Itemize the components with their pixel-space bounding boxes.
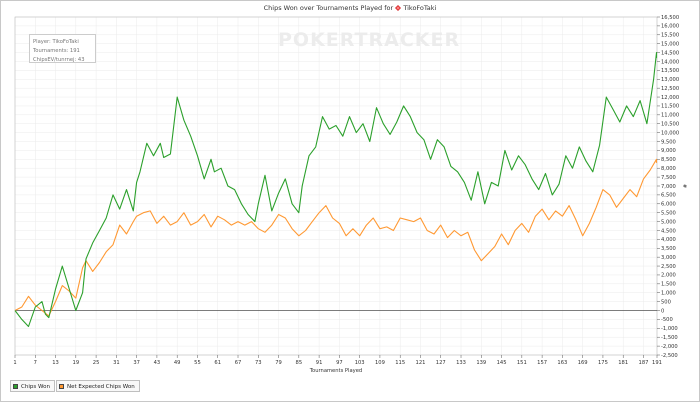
x-tick-label: 103 (355, 360, 365, 366)
y-tick-label: 16,000 (661, 24, 679, 30)
info-tournaments: Tournaments: 191 (33, 48, 80, 54)
x-axis-label: Tournaments Played (309, 368, 362, 374)
x-tick-label: 187 (639, 360, 649, 366)
y-tick-label: 12,000 (661, 95, 679, 101)
y-tick-label: 11,000 (661, 113, 679, 119)
x-tick-label: 115 (395, 360, 405, 366)
x-tick-label: 7 (34, 360, 37, 366)
y-tick-label: 2,500 (661, 264, 676, 270)
series-line-net-expected (14, 158, 658, 317)
x-tick-label: 175 (598, 360, 608, 366)
x-tick-label: 25 (93, 360, 100, 366)
y-tick-label: -1,500 (661, 335, 678, 341)
x-tick-label: 85 (296, 360, 303, 366)
y-tick-label: 13,500 (661, 68, 679, 74)
y-tick-label: 6,500 (661, 193, 676, 199)
y-tick-label: 10,500 (661, 122, 679, 128)
x-tick-label: 37 (133, 360, 140, 366)
y-axis-label: # (681, 184, 687, 188)
x-tick-labels: 1 7 13 19 25 31 37 43 49 55 61 67 73 79 85 91 97 103 109 11… (13, 360, 662, 366)
y-tick-label: 14,000 (661, 59, 679, 65)
y-tick-label: 1,000 (661, 291, 676, 297)
pokertracker-watermark: POKERTRACKER (278, 29, 461, 51)
legend-swatch-chips-won (13, 383, 18, 389)
y-tick-label: 6,000 (661, 202, 676, 208)
y-tick-label: 4,000 (661, 237, 676, 243)
y-tick-label: 5,500 (661, 210, 676, 216)
y-tick-label: 7,500 (661, 175, 676, 181)
x-tick-label: 67 (235, 360, 242, 366)
legend-swatch-net-expected (59, 383, 64, 389)
y-tick-label: 2,000 (661, 273, 676, 279)
y-tick-label: 5,000 (661, 219, 676, 225)
x-tick-label: 79 (275, 360, 282, 366)
legend-net-expected[interactable]: Net Expected Chips Won (56, 380, 140, 392)
x-tick-label: 191 (652, 360, 662, 366)
y-tick-label: 7,000 (661, 184, 676, 190)
x-tick-label: 91 (316, 360, 323, 366)
x-tick-label: 31 (113, 360, 120, 366)
chart-title-text: Chips Won over Tournaments Played for (263, 4, 394, 12)
series-lines (14, 52, 658, 328)
x-tick-label: 19 (73, 360, 80, 366)
y-tick-label: 15,500 (661, 33, 679, 39)
x-tick-label: 1 (13, 360, 16, 366)
y-tick-label: 8,000 (661, 166, 676, 172)
y-tick-label: 12,500 (661, 86, 679, 92)
y-tick-labels: -2,500 -2,000 -1,500 -1,000 -500 0 500 1,000 1,5… (661, 15, 679, 359)
chart-title-player: TikoFoTaki (403, 4, 437, 12)
legend-chips-won[interactable]: Chips Won (10, 380, 55, 392)
info-player: Player: TikoFoTaki (33, 39, 79, 45)
y-tick-label: 10,000 (661, 130, 679, 136)
y-tick-label: 16,500 (661, 15, 679, 21)
legend-label-chips-won: Chips Won (21, 384, 50, 390)
series-line-chips-won (14, 52, 658, 328)
x-tick-label: 157 (537, 360, 547, 366)
y-tick-label: 1,500 (661, 282, 676, 288)
y-gridlines (15, 16, 657, 356)
y-tick-label: 13,000 (661, 77, 679, 83)
x-tick-label: 169 (578, 360, 588, 366)
y-tick-label: 3,000 (661, 255, 676, 261)
chart-legend: Chips Won Net Expected Chips Won (8, 380, 698, 392)
x-tick-label: 73 (255, 360, 262, 366)
y-tick-label: 11,500 (661, 104, 679, 110)
player-logo-icon (395, 5, 402, 11)
legend-label-net-expected: Net Expected Chips Won (67, 384, 135, 390)
x-tick-label: 139 (476, 360, 486, 366)
y-tick-label: 3,500 (661, 246, 676, 252)
x-tick-label: 163 (557, 360, 567, 366)
x-tick-label: 121 (416, 360, 426, 366)
x-tick-label: 145 (497, 360, 507, 366)
x-tick-label: 97 (336, 360, 343, 366)
player-info-box: Player: TikoFoTaki Tournaments: 191 Chip… (29, 34, 96, 63)
x-tick-label: 133 (456, 360, 466, 366)
y-tick-label: 14,500 (661, 50, 679, 56)
y-tick-label: 4,500 (661, 228, 676, 234)
info-chipsev: ChipsEV/tunrnej: 43 (33, 57, 85, 63)
y-tick-label: 8,500 (661, 157, 676, 163)
x-tick-label: 55 (194, 360, 201, 366)
x-tick-label: 181 (618, 360, 628, 366)
x-tick-label: 109 (375, 360, 385, 366)
y-tick-label: 9,500 (661, 139, 676, 145)
chart-title: Chips Won over Tournaments Played for Ti… (0, 4, 700, 12)
y-tick-label: -1,000 (661, 326, 678, 332)
y-tick-label: -500 (661, 317, 673, 323)
y-tick-label: -2,500 (661, 353, 678, 359)
y-tick-label: 15,000 (661, 41, 679, 47)
x-tick-label: 151 (517, 360, 527, 366)
y-tick-label: -2,000 (661, 344, 678, 350)
y-tick-label: 0 (661, 308, 664, 314)
x-tick-label: 61 (214, 360, 221, 366)
x-tick-label: 43 (154, 360, 161, 366)
y-tick-label: 9,000 (661, 148, 676, 154)
x-tick-label: 13 (52, 360, 59, 366)
x-tick-label: 127 (436, 360, 446, 366)
y-tick-label: 500 (661, 299, 671, 305)
x-tick-label: 49 (174, 360, 181, 366)
axes (14, 16, 660, 358)
